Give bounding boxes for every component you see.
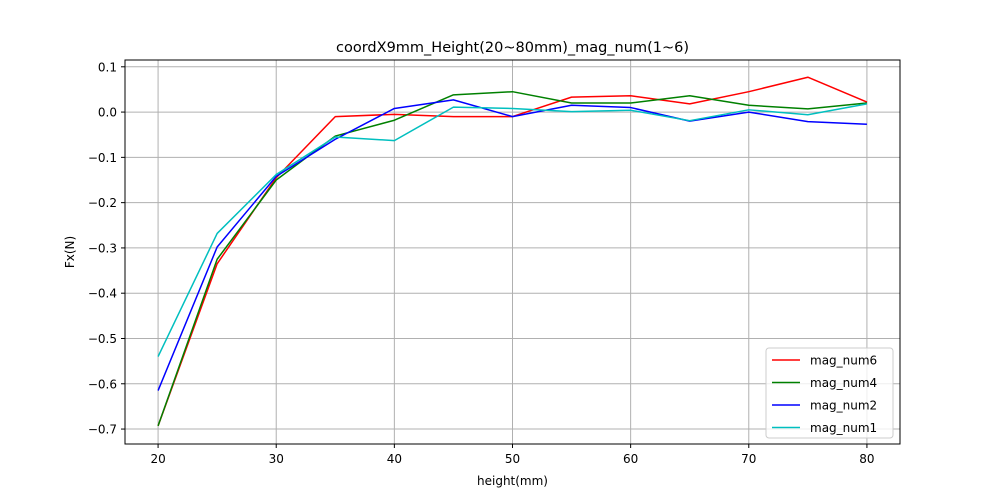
x-tick-label: 50 [505,452,520,466]
x-tick-label: 80 [859,452,874,466]
axis-ticks: 20 30 40 50 60 70 80 0.1 0.0 −0.1 −0.2 −0.3 −0.4 −0.5… [88,60,875,466]
x-tick-label: 20 [150,452,165,466]
x-tick-label: 30 [269,452,284,466]
legend-label-mag_num2: mag_num2 [810,399,877,413]
legend-box [765,347,894,439]
series-line-mag_num2 [157,99,867,391]
series-line-mag_num4 [157,90,867,427]
legend-label-mag_num4: mag_num4 [810,376,877,390]
legend-label-mag_num1: mag_num1 [810,421,877,435]
y-tick-label: −0.1 [88,151,117,165]
legend: mag_num6 mag_num4 mag_num2 mag_num1 [765,347,894,439]
x-tick-label: 40 [387,452,402,466]
y-tick-label: −0.6 [88,377,117,391]
y-tick-label: −0.2 [88,196,117,210]
y-tick-label: −0.3 [88,241,117,255]
series-line-mag_num1 [157,103,868,357]
y-tick-label: −0.5 [88,332,117,346]
x-axis-label: height(mm) [477,474,548,488]
y-tick-label: 0.0 [98,106,117,120]
y-axis-label: Fx(N) [63,236,77,268]
y-tick-label: 0.1 [98,60,117,74]
chart-title: coordX9mm_Height(20~80mm)_mag_num(1~6) [336,40,689,56]
y-tick-label: −0.4 [88,287,117,301]
series-lines [157,76,868,427]
x-tick-label: 60 [623,452,638,466]
y-tick-label: −0.7 [88,423,117,437]
legend-label-mag_num6: mag_num6 [810,354,877,368]
grid-lines [125,60,900,444]
x-tick-label: 70 [741,452,756,466]
